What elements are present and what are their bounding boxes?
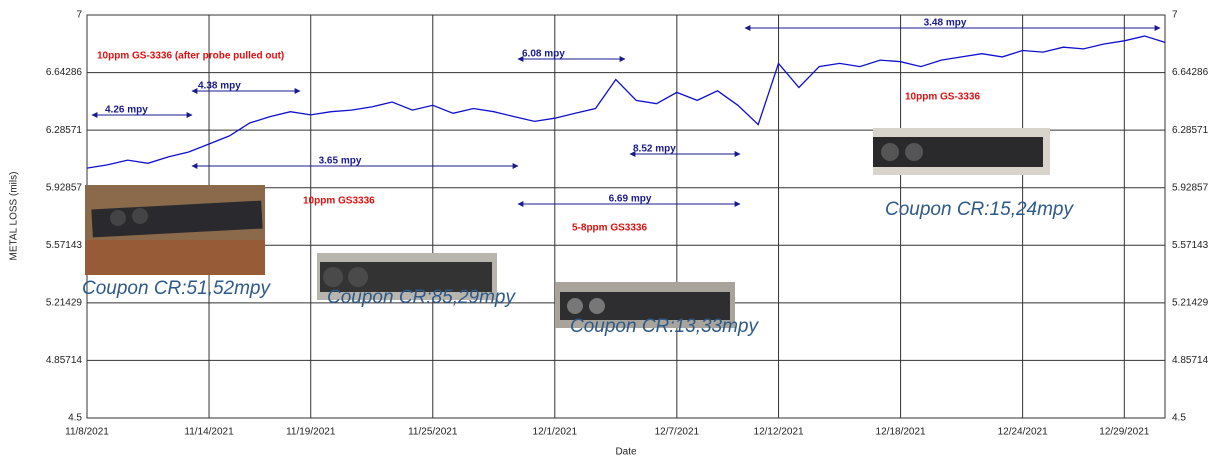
annotation: 4.38 mpy: [198, 81, 241, 92]
y-tick-label: 5.92857: [1172, 182, 1209, 193]
annotation: 8.52 mpy: [633, 144, 676, 155]
x-tick-label: 12/24/2021: [998, 427, 1048, 438]
y-tick-label: 5.57143: [46, 240, 83, 251]
y-tick-label: 6.28571: [46, 125, 83, 136]
y-tick-label: 6.64286: [46, 67, 83, 78]
y-tick-label: 7: [76, 10, 82, 21]
x-tick-label: 12/7/2021: [655, 427, 700, 438]
coupon-photo: [317, 253, 497, 300]
y-tick-label: 5.57143: [1172, 240, 1209, 251]
annotation: 3.48 mpy: [924, 18, 967, 29]
x-tick-label: 11/19/2021: [286, 427, 336, 438]
y-tick-label: 4.85714: [46, 355, 83, 366]
x-tick-label: 12/29/2021: [1099, 427, 1149, 438]
annotation: Coupon CR:15,24mpy: [885, 199, 1074, 220]
y-tick-label: 6.64286: [1172, 67, 1209, 78]
y-tick-label: 4.5: [1172, 413, 1186, 424]
annotation: 5-8ppm GS3336: [572, 223, 647, 234]
annotation: 10ppm GS-3336: [905, 92, 980, 103]
y-tick-label: 5.21429: [46, 297, 83, 308]
y-tick-label: 5.21429: [1172, 297, 1209, 308]
x-tick-label: 12/12/2021: [754, 427, 804, 438]
coupon-photo: [873, 128, 1050, 175]
y-tick-label: 4.85714: [1172, 355, 1209, 366]
x-tick-label: 11/8/2021: [65, 427, 109, 438]
x-tick-label: 12/18/2021: [876, 427, 926, 438]
annotation: 6.08 mpy: [522, 49, 565, 60]
coupon-photo: [555, 282, 735, 328]
annotation: Coupon CR:85,29mpy: [327, 287, 516, 308]
y-tick-label: 4.5: [68, 413, 82, 424]
y-tick-label: 6.28571: [1172, 125, 1209, 136]
annotation: 4.26 mpy: [105, 105, 148, 116]
x-tick-label: 11/25/2021: [408, 427, 458, 438]
annotation: 6.69 mpy: [609, 194, 652, 205]
y-axis-label: METAL LOSS (mils): [9, 172, 20, 261]
x-tick-label: 11/14/2021: [184, 427, 234, 438]
coupon-photo: [85, 185, 265, 275]
y-tick-label: 5.92857: [46, 182, 83, 193]
x-axis-label: Date: [615, 447, 637, 458]
annotation: 3.65 mpy: [319, 156, 362, 167]
annotation: Coupon CR:51,52mpy: [82, 278, 271, 299]
annotation: 10ppm GS3336: [303, 196, 375, 207]
x-tick-label: 12/1/2021: [533, 427, 578, 438]
plot-area: [86, 14, 1166, 419]
annotation: 10ppm GS-3336 (after probe pulled out): [97, 51, 284, 62]
data-line: [86, 35, 1166, 169]
y-tick-label: 7: [1172, 10, 1178, 21]
annotation: Coupon CR:13,33mpy: [570, 316, 759, 337]
